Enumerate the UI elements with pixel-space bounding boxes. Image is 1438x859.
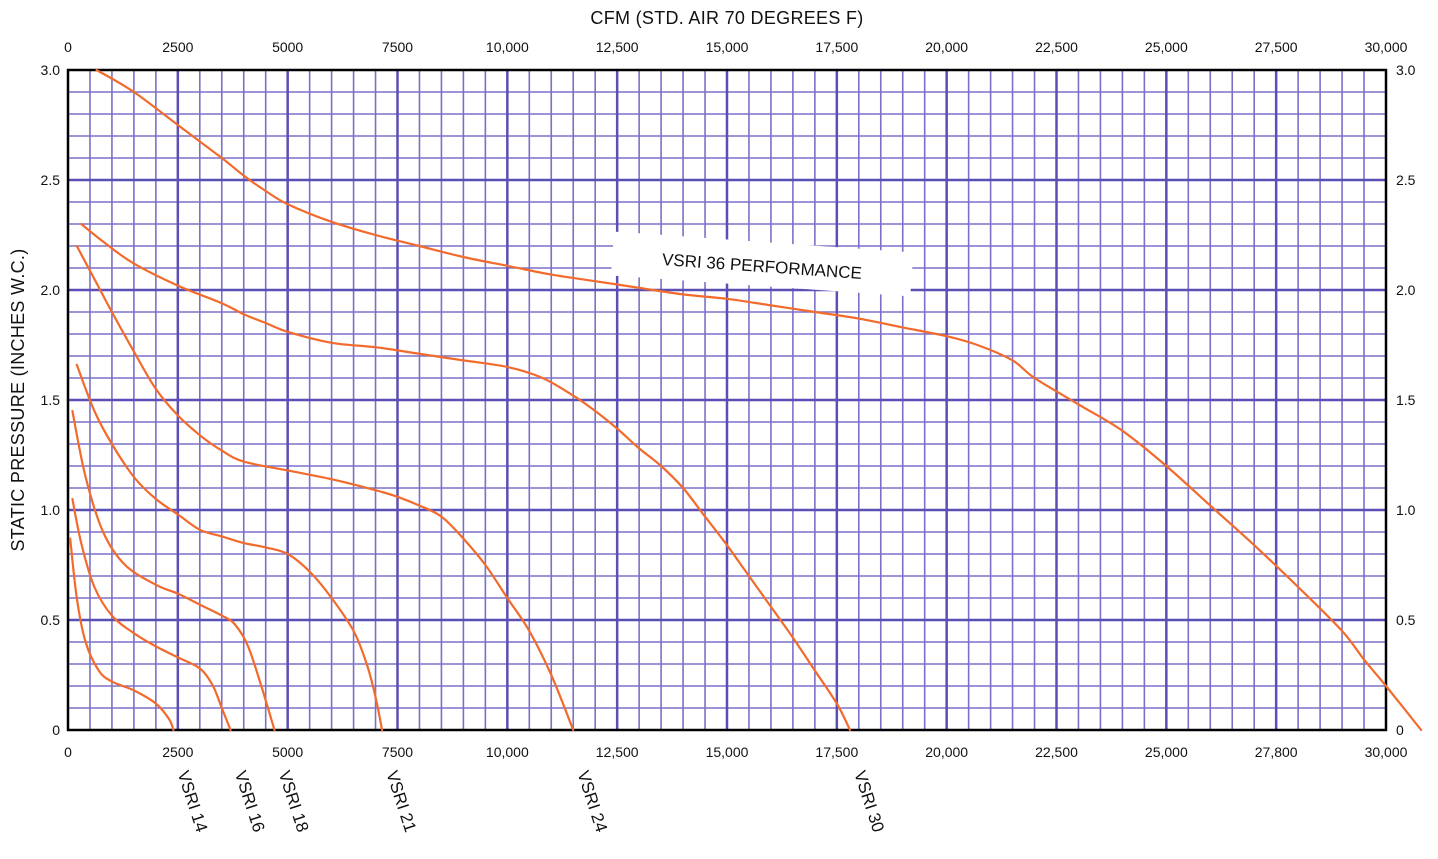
series-labels: VSRI 14 VSRI 16 VSRI 18 VSRI 21 VSRI 24 VSRI … [174,768,888,834]
grid-major [68,70,1386,730]
x-tick-label-bottom: 30,000 [1365,744,1408,760]
top-x-tick-labels: 0 2500 5000 7500 10,000 12,500 15,000 17,500 20,… [64,39,1408,55]
y-tick-label-right: 2.0 [1396,282,1416,298]
x-tick-label-bottom: 10,000 [486,744,529,760]
x-tick-label-bottom: 25,000 [1145,744,1188,760]
plot-frame [66,68,1388,732]
y-tick-label-left: 3.0 [41,62,61,78]
x-tick-label-bottom: 0 [64,744,72,760]
x-axis-title: CFM (STD. AIR 70 DEGREES F) [590,8,863,28]
x-tick-label-top: 0 [64,39,72,55]
series-line-vsri-36 [95,68,1423,732]
y-tick-label-right: 0.5 [1396,612,1416,628]
x-tick-label-top: 27,500 [1255,39,1298,55]
y-tick-label-right: 1.5 [1396,392,1416,408]
y-tick-label-left: 2.5 [41,172,61,188]
y-tick-label-right: 0 [1396,722,1404,738]
x-tick-label-bottom: 17,500 [815,744,858,760]
bottom-x-tick-labels: 0 2500 5000 7500 10,000 12,500 15,000 17,500 20,… [64,744,1408,760]
series-label-vsri-18: VSRI 18 [275,768,313,834]
y-tick-label-right: 2.5 [1396,172,1416,188]
y-tick-label-left: 0.5 [41,612,61,628]
x-tick-label-top: 2500 [162,39,193,55]
x-tick-label-top: 7500 [382,39,413,55]
y-tick-label-left: 1.0 [41,502,61,518]
series-lines [69,68,1423,732]
series-line-vsri-14 [69,537,175,732]
chart-title-background [610,231,914,297]
x-tick-label-top: 17,500 [815,39,858,55]
x-tick-label-top: 5000 [272,39,303,55]
series-label-vsri-14: VSRI 14 [174,768,212,834]
x-tick-label-top: 25,000 [1145,39,1188,55]
series-line-vsri-21 [75,363,384,732]
series-label-vsri-21: VSRI 21 [382,768,420,834]
x-tick-label-top: 15,000 [706,39,749,55]
series-label-vsri-24: VSRI 24 [573,768,611,834]
x-tick-label-top: 30,000 [1365,39,1408,55]
series-label-vsri-16: VSRI 16 [231,768,269,834]
x-tick-label-bottom: 15,000 [706,744,749,760]
y-tick-label-left: 0 [52,722,60,738]
y-tick-label-right: 3.0 [1396,62,1416,78]
y-tick-label-left: 2.0 [41,282,61,298]
x-tick-label-top: 20,000 [925,39,968,55]
x-tick-label-bottom: 27,800 [1255,744,1298,760]
x-tick-label-bottom: 7500 [382,744,413,760]
series-line-vsri-18 [71,409,276,732]
series-line-vsri-30 [80,222,852,732]
x-tick-label-top: 22,500 [1035,39,1078,55]
x-tick-label-bottom: 22,500 [1035,744,1078,760]
series-label-vsri-30: VSRI 30 [850,768,888,834]
y-tick-label-left: 1.5 [41,392,61,408]
x-tick-label-bottom: 20,000 [925,744,968,760]
x-tick-label-bottom: 12,500 [596,744,639,760]
chart-title-group: VSRI 36 PERFORMANCE [610,231,914,297]
x-tick-label-top: 10,000 [486,39,529,55]
series-line-vsri-24 [75,244,575,732]
y-tick-label-right: 1.0 [1396,502,1416,518]
x-tick-label-bottom: 2500 [162,744,193,760]
x-tick-label-top: 12,500 [596,39,639,55]
series-line-vsri-16 [71,497,232,732]
right-y-tick-labels: 0 0.5 1.0 1.5 2.0 2.5 3.0 [1396,62,1416,738]
x-tick-label-bottom: 5000 [272,744,303,760]
left-y-tick-labels: 0 0.5 1.0 1.5 2.0 2.5 3.0 [41,62,61,738]
y-axis-title: STATIC PRESSURE (INCHES W.C.) [8,248,28,551]
